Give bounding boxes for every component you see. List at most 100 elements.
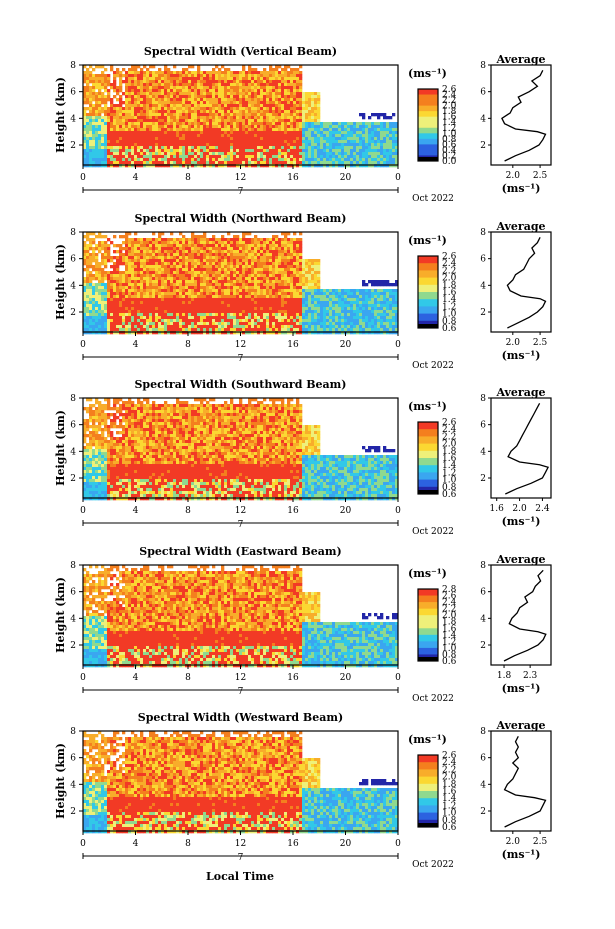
colorbar-swatch xyxy=(418,621,438,629)
colorbar-tick-label: 2.6 xyxy=(442,592,457,602)
colorbar-tick-label: 0.8 xyxy=(442,816,457,826)
average-unit: (ms⁻¹) xyxy=(502,682,541,695)
x-tick-label: 0 xyxy=(80,173,86,183)
x-tick-label: 8 xyxy=(185,173,191,183)
panel-5: Spectral Width (Westward Beam)2468Height… xyxy=(54,711,552,870)
average-y-tick-label: 2 xyxy=(480,641,486,651)
average-x-tick-label: 2.3 xyxy=(523,671,538,681)
colorbar-swatch xyxy=(418,299,438,307)
average-y-tick-label: 4 xyxy=(480,114,486,124)
colorbar-tick-label: 1.8 xyxy=(442,107,457,117)
average-x-tick-label: 2.0 xyxy=(512,504,527,514)
colorbar-swatch xyxy=(418,256,438,264)
colorbar-swatch xyxy=(418,94,438,101)
colorbar-swatch xyxy=(418,270,438,278)
colorbar-swatch xyxy=(418,641,438,649)
average-x-tick-label: 2.4 xyxy=(535,504,550,514)
average-y-tick-label: 8 xyxy=(480,727,486,737)
day-label: 7 xyxy=(238,687,244,697)
colorbar-tick-label: 2.0 xyxy=(442,773,457,783)
x-tick-label: 4 xyxy=(133,173,139,183)
panel-4: Spectral Width (Eastward Beam)2468Height… xyxy=(54,545,552,704)
x-tick-label: 8 xyxy=(185,506,191,516)
colorbar-tick-label: 0.0 xyxy=(442,157,457,167)
colorbar-tick-label: 1.8 xyxy=(442,618,457,628)
colorbar-swatch xyxy=(418,292,438,300)
x-tick-label: 8 xyxy=(185,839,191,849)
day-label: 7 xyxy=(238,187,244,197)
average-x-tick-label: 2.5 xyxy=(533,837,548,847)
colorbar-swatch xyxy=(418,608,438,616)
average-y-tick-label: 4 xyxy=(480,447,486,457)
average-frame xyxy=(490,231,552,333)
colorbar-swatch xyxy=(418,628,438,636)
colorbar-tick-label: 1.4 xyxy=(442,794,457,804)
x-tick-label: 20 xyxy=(340,673,352,683)
colorbar-swatch xyxy=(418,615,438,623)
x-tick-label: 20 xyxy=(340,173,352,183)
x-tick-label: 4 xyxy=(133,673,139,683)
colorbar-tick-label: 1.2 xyxy=(442,468,456,478)
average-y-tick-label: 6 xyxy=(480,88,486,98)
colorbar-tick-label: 1.6 xyxy=(442,454,457,464)
colorbar-tick-label: 0.6 xyxy=(442,324,457,334)
colorbar-swatch xyxy=(418,472,438,480)
x-tick-label: 4 xyxy=(133,340,139,350)
average-y-tick-label: 4 xyxy=(480,780,486,790)
colorbar-swatch xyxy=(418,776,438,785)
colorbar-tick-label: 1.4 xyxy=(442,461,457,471)
average-y-tick-label: 6 xyxy=(480,588,486,598)
x-tick-label: 16 xyxy=(287,340,299,350)
colorbar-tick-label: 2.0 xyxy=(442,274,457,284)
colorbar-frame xyxy=(417,588,439,662)
date-label: Oct 2022 xyxy=(412,527,454,537)
colorbar-swatch xyxy=(418,277,438,286)
x-tick-label: 20 xyxy=(340,839,352,849)
colorbar-swatch xyxy=(418,422,438,430)
colorbar-frame xyxy=(417,88,439,162)
colorbar-tick-label: 1.0 xyxy=(442,129,457,139)
average-unit: (ms⁻¹) xyxy=(502,182,541,195)
colorbar-tick-label: 1.0 xyxy=(442,310,457,320)
y-tick-label: 2 xyxy=(70,141,76,151)
x-tick-label: 0 xyxy=(395,839,401,849)
colorbar-swatch xyxy=(418,465,438,473)
x-tick-label: 16 xyxy=(287,506,299,516)
colorbar-tick-label: 1.4 xyxy=(442,118,457,128)
colorbar-swatch xyxy=(418,89,438,95)
average-x-tick-label: 1.6 xyxy=(490,504,505,514)
colorbar-tick-label: 1.8 xyxy=(442,281,457,291)
average-unit: (ms⁻¹) xyxy=(502,349,541,362)
colorbar-tick-label: 1.0 xyxy=(442,476,457,486)
day-label: 7 xyxy=(238,520,244,530)
colorbar-swatch xyxy=(418,306,438,314)
panel-title: Spectral Width (Southward Beam) xyxy=(134,378,346,391)
colorbar-tick-label: 1.2 xyxy=(442,124,456,134)
colorbar-tick-label: 1.8 xyxy=(442,447,457,457)
average-title: Average xyxy=(495,553,545,566)
colorbar-swatch xyxy=(418,762,438,770)
x-tick-label: 8 xyxy=(185,673,191,683)
colorbar-swatch xyxy=(418,263,438,271)
y-tick-label: 4 xyxy=(70,114,76,124)
colorbar-unit: (ms⁻¹) xyxy=(408,67,447,80)
heatmap-cells xyxy=(83,398,399,501)
panel-3: Spectral Width (Southward Beam)2468Heigh… xyxy=(54,378,552,537)
average-x-tick-label: 2.5 xyxy=(533,171,548,181)
colorbar-tick-label: 1.2 xyxy=(442,302,456,312)
colorbar-swatch xyxy=(418,479,438,488)
colorbar-swatch xyxy=(418,657,438,661)
colorbar-tick-label: 0.2 xyxy=(442,151,456,161)
y-tick-label: 4 xyxy=(70,780,76,790)
colorbar-swatch xyxy=(418,812,438,821)
x-tick-label: 0 xyxy=(395,173,401,183)
average-y-tick-label: 6 xyxy=(480,255,486,265)
average-title: Average xyxy=(495,53,545,66)
x-tick-label: 16 xyxy=(287,173,299,183)
colorbar-swatch xyxy=(418,127,438,134)
average-x-tick-label: 2.5 xyxy=(533,338,548,348)
x-tick-label: 20 xyxy=(340,340,352,350)
colorbar-tick-label: 2.0 xyxy=(442,611,457,621)
colorbar-swatch xyxy=(418,149,438,156)
colorbar-swatch xyxy=(418,783,438,792)
